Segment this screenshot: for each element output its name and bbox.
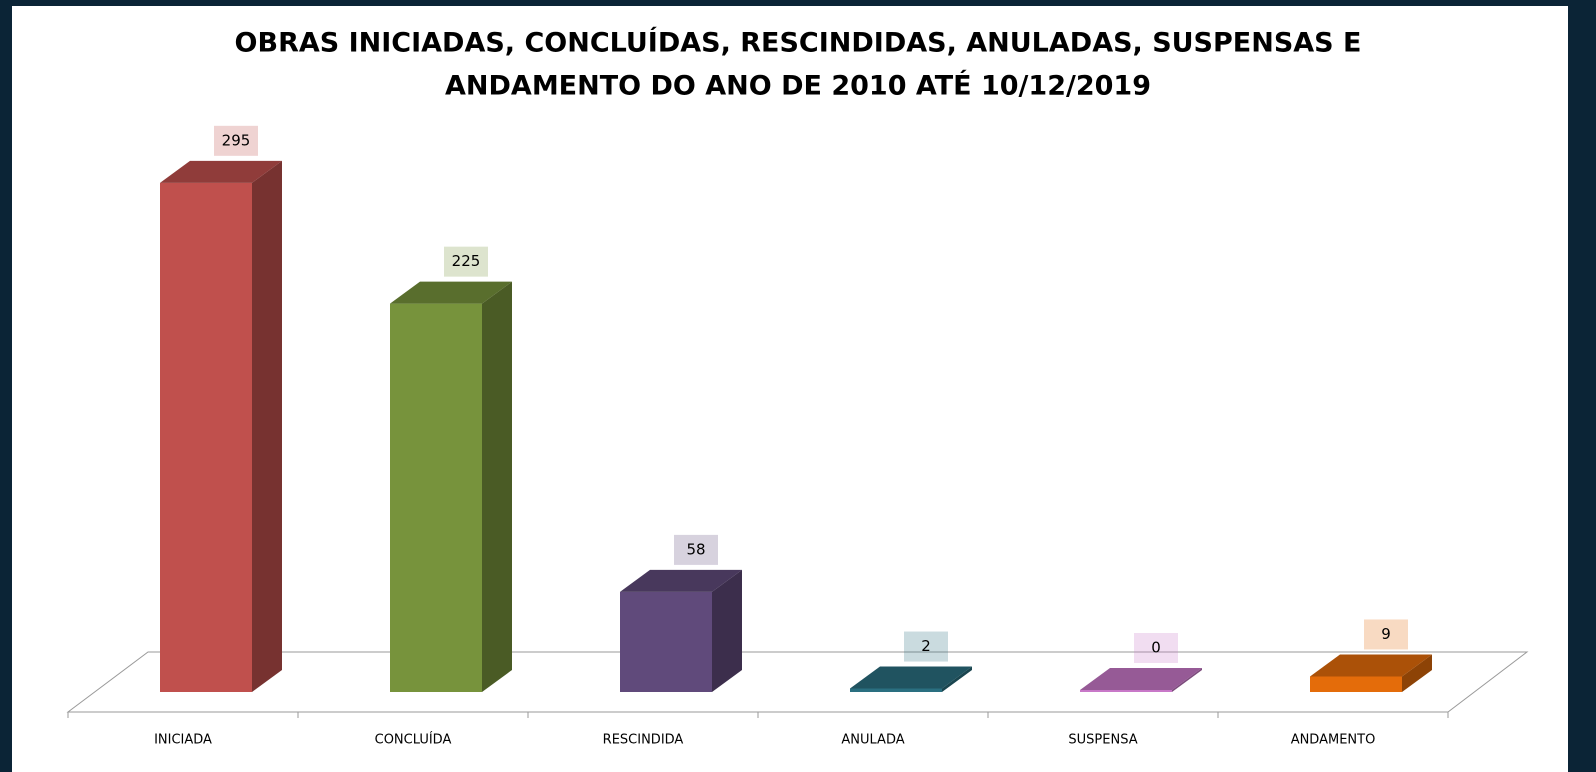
bar-top [390,281,512,304]
bar-side [712,569,742,692]
bar-front [620,591,712,692]
x-tick-label: ANULADA [841,733,904,748]
value-label: 295 [222,131,251,149]
bar-top [620,569,742,592]
x-tick-label: CONCLUÍDA [375,732,452,748]
bar-top [160,160,282,183]
bar [1310,654,1432,692]
bar [1080,668,1202,692]
bar-front [850,688,942,692]
x-tick-label: ANDAMENTO [1291,733,1376,748]
bar [850,666,972,692]
bar-top [1080,668,1202,690]
value-label: 9 [1381,625,1391,643]
bar-side [252,160,282,692]
bar-top [1310,654,1432,677]
bar-side [1172,668,1202,692]
value-label-bg [904,631,948,662]
bar [620,569,742,692]
bar-side [482,281,512,692]
x-tick-label: RESCINDIDA [603,733,684,748]
chart-title: ANDAMENTO DO ANO DE 2010 ATÉ 10/12/2019 [445,70,1151,102]
x-tick-label: INICIADA [154,733,212,748]
floor [66,651,1529,713]
value-label-bg [1134,633,1178,663]
value-label: 58 [686,540,705,558]
value-label: 2 [921,637,931,655]
value-label-bg [444,246,488,277]
bar-front [160,182,252,692]
value-label-bg [1364,619,1408,650]
value-label-bg [674,534,718,565]
x-tick-label: SUSPENSA [1068,733,1137,748]
bar [160,160,282,692]
value-label-bg [214,125,258,156]
bar-front [390,303,482,692]
value-label: 225 [452,252,481,270]
value-label: 0 [1151,639,1161,657]
bar-side [1402,654,1432,692]
bar-side [942,666,972,692]
bar-top [850,666,972,689]
chart-title: OBRAS INICIADAS, CONCLUÍDAS, RESCINDIDAS… [235,27,1362,59]
bar [390,281,512,692]
bar-front [1080,690,1172,692]
bar-front [1310,676,1402,692]
